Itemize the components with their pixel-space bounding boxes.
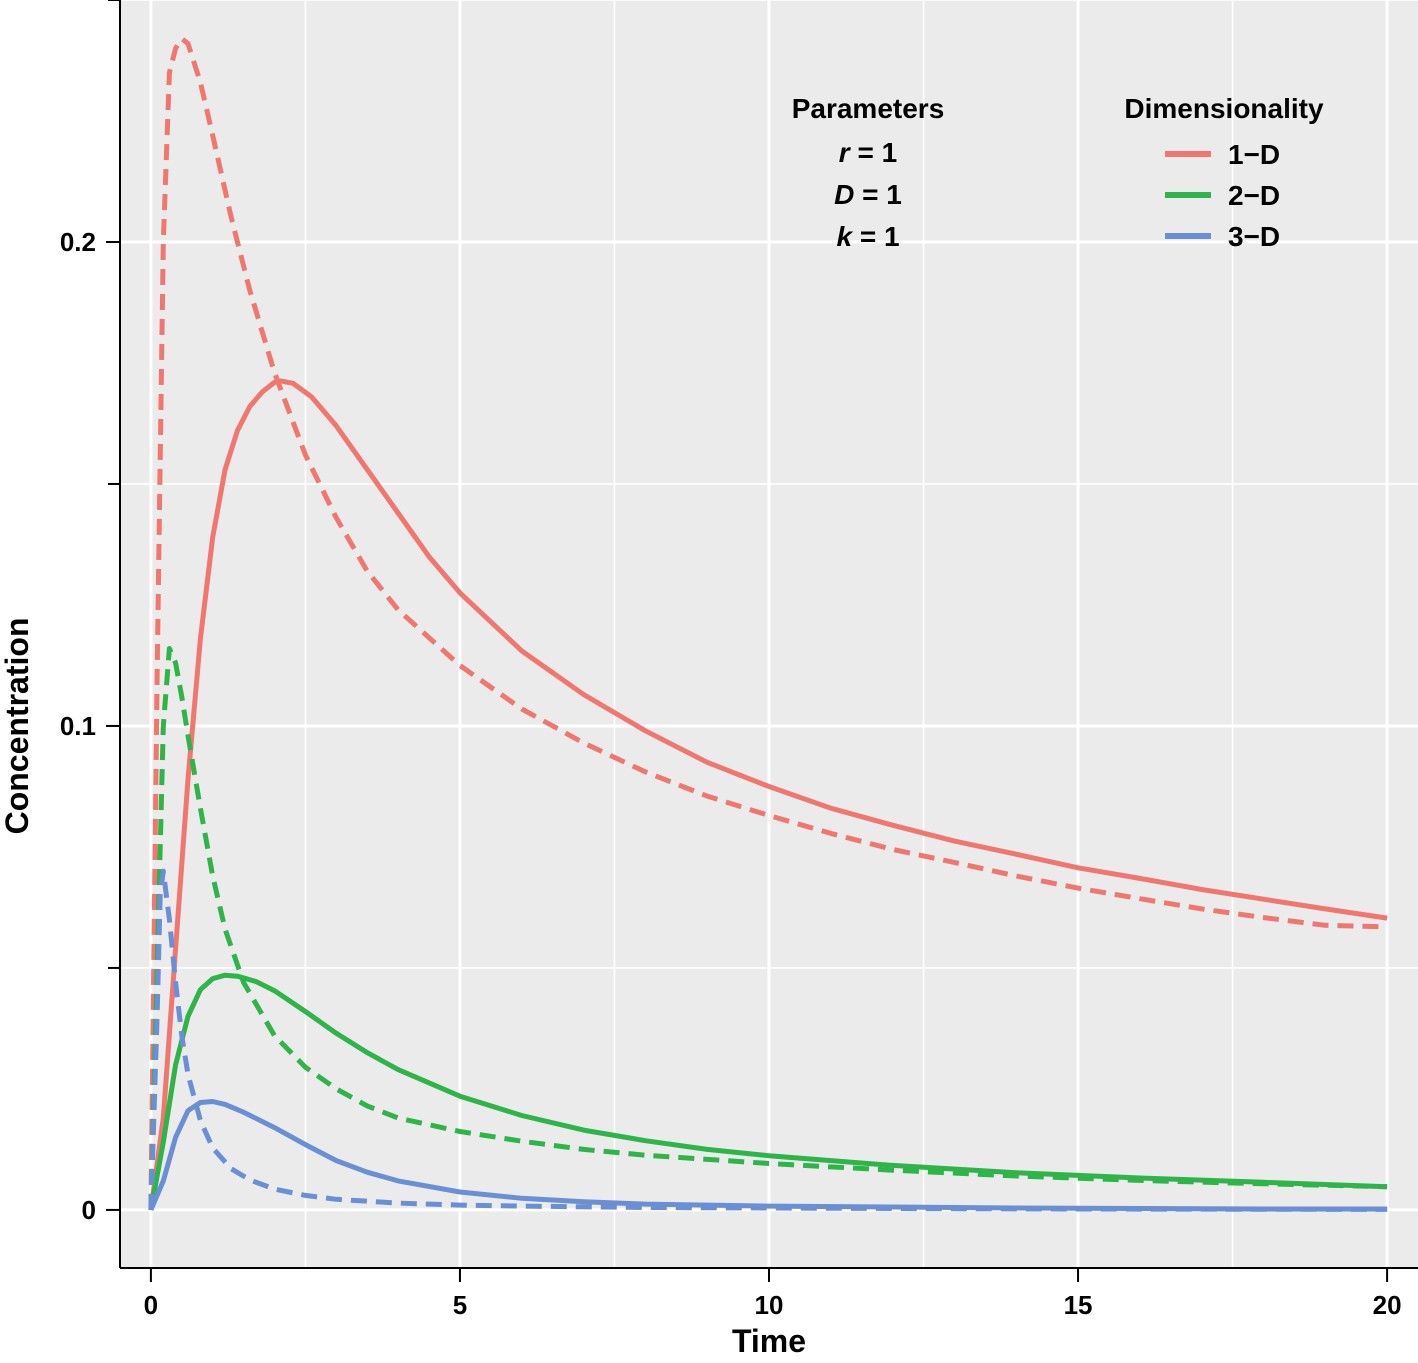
parameter-value: = 1 [850,137,897,168]
series-line-2-d-dashed [148,646,1388,1210]
y-tick-label: 0.2 [60,227,96,257]
series-line-1-d-solid [148,378,1388,1211]
series-line-2-d-solid [148,972,1388,1211]
legend-title: Dimensionality [1124,93,1324,124]
series-lines [148,36,1388,1212]
parameter-k: k = 1 [836,221,899,252]
parameter-value: = 1 [854,179,901,210]
parameter-symbol: k [836,221,853,252]
y-tick-label: 0.1 [60,711,96,741]
y-tick-label: 0 [82,1195,96,1225]
series-line-1-d-dashed [148,36,1388,1210]
legend-label-2d: 2−D [1228,180,1280,211]
x-tick-label: 10 [755,1290,784,1320]
x-tick-label: 15 [1064,1290,1093,1320]
parameter-symbol: D [834,179,854,210]
y-axis-ticks: 0 0.1 0.2 [60,0,120,1225]
legend-label-3d: 3−D [1228,221,1280,252]
x-tick-label: 0 [144,1290,158,1320]
parameters-block: Parameters r = 1D = 1k = 1 [792,93,945,252]
series-line-3-d-dashed [148,868,1388,1212]
x-tick-label: 20 [1373,1290,1402,1320]
parameter-D: D = 1 [834,179,902,210]
parameter-symbol: r [839,137,852,168]
legend-label-1d: 1−D [1228,139,1280,170]
grid-lines [120,0,1418,1268]
parameter-r: r = 1 [839,137,897,168]
x-axis-ticks: 0 5 10 15 20 [144,1268,1402,1320]
x-tick-label: 5 [453,1290,467,1320]
parameter-value: = 1 [852,221,899,252]
legend: Dimensionality 1−D 2−D 3−D [1124,93,1324,252]
y-axis-title: Concentration [0,618,35,835]
parameters-title: Parameters [792,93,945,124]
x-axis-title: Time [732,1323,806,1359]
